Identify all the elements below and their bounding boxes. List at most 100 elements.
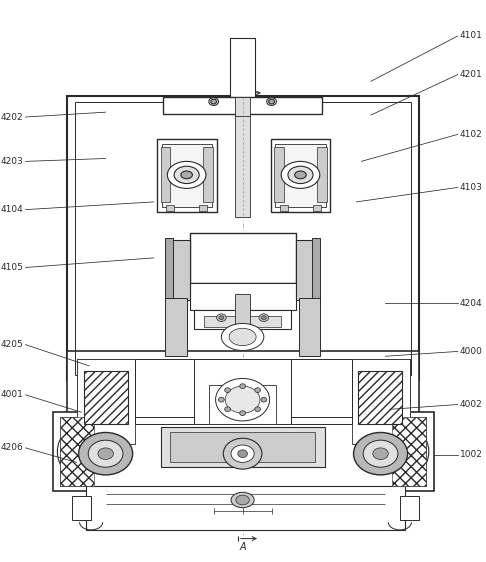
- Bar: [295, 241, 313, 300]
- Bar: [209, 385, 277, 424]
- Bar: [160, 147, 213, 157]
- Bar: [160, 158, 213, 164]
- Bar: [280, 205, 288, 211]
- Text: 4203: 4203: [1, 157, 24, 166]
- Bar: [67, 96, 419, 380]
- Ellipse shape: [238, 450, 247, 457]
- Bar: [192, 285, 293, 308]
- Bar: [203, 147, 213, 202]
- Ellipse shape: [288, 166, 313, 184]
- Bar: [192, 249, 293, 252]
- Text: 4101: 4101: [460, 31, 483, 40]
- Ellipse shape: [281, 161, 320, 188]
- Bar: [275, 147, 284, 202]
- Text: 4102: 4102: [460, 130, 483, 139]
- Bar: [358, 371, 402, 424]
- Text: 4206: 4206: [1, 443, 24, 452]
- Bar: [204, 316, 281, 327]
- Bar: [192, 287, 293, 289]
- Bar: [165, 298, 187, 356]
- Ellipse shape: [219, 397, 224, 402]
- Bar: [190, 283, 295, 310]
- Ellipse shape: [222, 324, 264, 351]
- Bar: [235, 97, 250, 116]
- Ellipse shape: [98, 448, 113, 460]
- Bar: [275, 183, 327, 188]
- Bar: [172, 241, 190, 300]
- Bar: [298, 298, 320, 356]
- Ellipse shape: [261, 316, 266, 320]
- Bar: [313, 205, 321, 211]
- Ellipse shape: [167, 161, 206, 188]
- Text: A: A: [232, 79, 238, 88]
- Text: 4103: 4103: [460, 183, 483, 192]
- Bar: [87, 487, 405, 530]
- Bar: [275, 147, 327, 157]
- Bar: [271, 139, 330, 211]
- Bar: [160, 192, 213, 202]
- Bar: [163, 97, 322, 114]
- Text: 4202: 4202: [1, 112, 24, 121]
- Text: 4204: 4204: [460, 298, 482, 307]
- Bar: [192, 266, 293, 269]
- Bar: [190, 233, 295, 283]
- Ellipse shape: [261, 397, 267, 402]
- Ellipse shape: [240, 384, 245, 388]
- Ellipse shape: [216, 378, 270, 421]
- Text: 4205: 4205: [1, 340, 24, 349]
- Bar: [392, 417, 426, 487]
- Bar: [60, 417, 94, 487]
- Bar: [161, 144, 212, 207]
- Ellipse shape: [259, 314, 269, 321]
- Bar: [173, 99, 312, 111]
- Ellipse shape: [209, 98, 219, 106]
- Bar: [52, 412, 434, 491]
- Bar: [192, 293, 293, 296]
- Bar: [235, 97, 250, 217]
- Bar: [170, 432, 315, 463]
- Bar: [275, 158, 327, 164]
- Text: 4000: 4000: [460, 347, 483, 356]
- Text: 4001: 4001: [1, 391, 24, 400]
- Bar: [165, 238, 173, 303]
- Ellipse shape: [79, 433, 133, 475]
- Bar: [192, 255, 293, 258]
- Bar: [199, 205, 207, 211]
- Ellipse shape: [373, 448, 388, 460]
- Bar: [85, 371, 128, 424]
- Text: 4201: 4201: [460, 70, 483, 79]
- Bar: [67, 351, 419, 457]
- Bar: [275, 192, 327, 202]
- Bar: [160, 147, 170, 202]
- Ellipse shape: [225, 386, 260, 413]
- Ellipse shape: [267, 98, 277, 106]
- Bar: [194, 359, 291, 424]
- Ellipse shape: [88, 440, 123, 467]
- Bar: [192, 243, 293, 246]
- Bar: [192, 300, 293, 303]
- Text: A: A: [239, 542, 246, 552]
- Bar: [160, 427, 325, 467]
- Bar: [77, 359, 135, 444]
- Bar: [192, 273, 293, 275]
- Ellipse shape: [236, 495, 249, 505]
- Ellipse shape: [363, 440, 398, 467]
- Bar: [160, 183, 213, 188]
- Text: 4104: 4104: [1, 205, 24, 214]
- Bar: [72, 496, 91, 520]
- Bar: [75, 102, 412, 375]
- Ellipse shape: [269, 99, 275, 104]
- Ellipse shape: [225, 388, 230, 392]
- Ellipse shape: [225, 407, 230, 411]
- Bar: [192, 238, 293, 241]
- Ellipse shape: [231, 492, 254, 507]
- Ellipse shape: [174, 166, 199, 184]
- Ellipse shape: [231, 445, 254, 463]
- Ellipse shape: [255, 388, 260, 392]
- Ellipse shape: [219, 316, 224, 320]
- Ellipse shape: [211, 99, 217, 104]
- Ellipse shape: [255, 407, 260, 411]
- Ellipse shape: [217, 314, 226, 321]
- Text: 4002: 4002: [460, 400, 483, 409]
- Text: 1002: 1002: [460, 450, 483, 459]
